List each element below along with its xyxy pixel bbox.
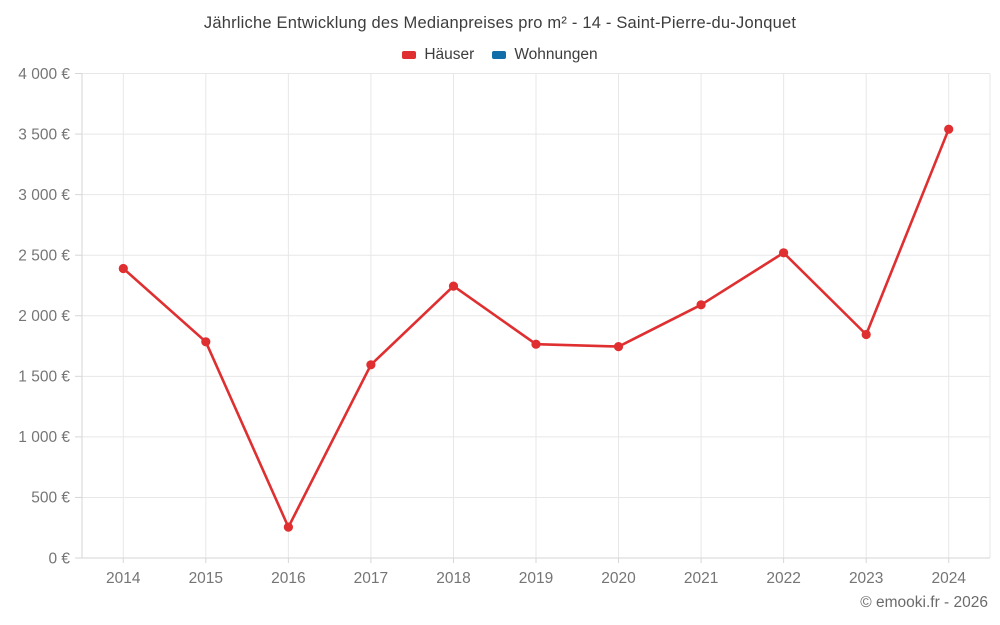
y-tick-label: 3 000 € bbox=[18, 187, 70, 204]
data-point-2014[interactable] bbox=[118, 263, 128, 274]
data-point-2021[interactable] bbox=[696, 300, 706, 310]
x-tick-label: 2017 bbox=[354, 570, 388, 587]
y-tick-label: 500 € bbox=[31, 490, 70, 507]
haeuser-swatch-icon bbox=[402, 51, 417, 59]
x-tick-label: 2015 bbox=[189, 570, 223, 587]
data-point-2016[interactable] bbox=[283, 522, 293, 532]
legend-item-haeuser[interactable]: Häuser bbox=[402, 46, 474, 64]
x-tick-label: 2022 bbox=[766, 570, 800, 587]
data-point-2023[interactable] bbox=[861, 329, 871, 340]
y-tick-label: 2 500 € bbox=[18, 247, 70, 264]
x-tick-label: 2014 bbox=[106, 570, 141, 587]
chart-legend: Häuser Wohnungen bbox=[0, 46, 1000, 64]
x-tick-label: 2024 bbox=[931, 570, 966, 587]
wohnungen-swatch-icon bbox=[492, 51, 507, 59]
x-tick-label: 2016 bbox=[271, 570, 305, 587]
y-tick-label: 1 500 € bbox=[18, 369, 70, 386]
data-point-2015[interactable] bbox=[201, 337, 211, 347]
y-tick-label: 0 € bbox=[48, 550, 70, 567]
y-tick-label: 3 500 € bbox=[18, 126, 70, 143]
data-point-2024[interactable] bbox=[944, 124, 954, 134]
data-point-2022[interactable] bbox=[779, 248, 789, 258]
y-tick-label: 2 000 € bbox=[18, 308, 70, 325]
legend-label-wohnungen: Wohnungen bbox=[514, 46, 598, 63]
footer-credit: © emooki.fr - 2026 bbox=[860, 594, 988, 611]
legend-item-wohnungen[interactable]: Wohnungen bbox=[492, 46, 598, 64]
data-point-2019[interactable] bbox=[531, 339, 541, 349]
x-tick-label: 2018 bbox=[436, 570, 470, 587]
x-tick-label: 2019 bbox=[519, 570, 553, 587]
data-point-2017[interactable] bbox=[366, 360, 376, 370]
y-tick-label: 1 000 € bbox=[18, 429, 70, 446]
x-tick-label: 2020 bbox=[601, 570, 636, 587]
x-tick-label: 2021 bbox=[684, 570, 718, 587]
data-point-2018[interactable] bbox=[448, 281, 459, 291]
chart-title: Jährliche Entwicklung des Medianpreises … bbox=[203, 14, 797, 32]
data-point-2020[interactable] bbox=[613, 342, 624, 352]
x-tick-label: 2023 bbox=[849, 570, 883, 587]
legend-label-haeuser: Häuser bbox=[424, 46, 475, 63]
y-tick-label: 4 000 € bbox=[18, 66, 70, 83]
